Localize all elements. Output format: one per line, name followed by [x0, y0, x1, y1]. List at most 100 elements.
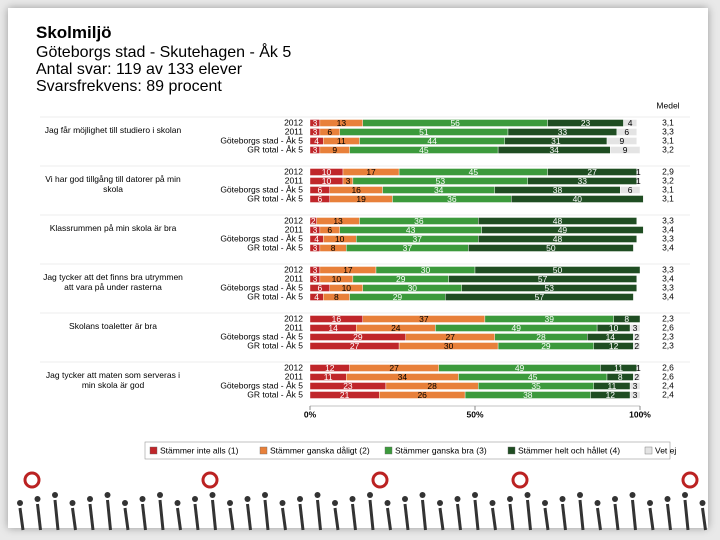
value-label: 3 — [313, 243, 318, 253]
bar-segment — [636, 177, 641, 185]
legend-swatch — [507, 446, 516, 455]
footer-head — [17, 500, 23, 506]
footer-head — [524, 492, 531, 498]
legend-label: Stämmer ganska dåligt (2) — [270, 445, 370, 455]
bar-segment — [468, 244, 634, 252]
footer-figure — [578, 499, 585, 531]
value-label: 51 — [419, 127, 429, 137]
mean-value: 3,3 — [662, 282, 674, 292]
value-label: 14 — [328, 323, 338, 333]
footer-head — [682, 492, 688, 498]
footer-target — [201, 471, 219, 489]
footer-head — [34, 496, 41, 502]
value-label: 21 — [340, 390, 350, 400]
value-label: 38 — [523, 390, 533, 400]
legend-swatch — [149, 446, 158, 455]
row-label: 2011 — [285, 126, 304, 136]
value-label: 9 — [332, 145, 337, 155]
value-label: 3 — [633, 390, 638, 400]
value-label: 14 — [606, 332, 616, 342]
footer-figure — [648, 507, 655, 531]
footer-head — [104, 492, 111, 498]
value-label: 3 — [313, 265, 318, 275]
value-label: 49 — [558, 225, 568, 235]
bar-segment — [461, 284, 637, 292]
mean-value: 2,9 — [662, 166, 674, 176]
value-label: 16 — [351, 185, 361, 195]
footer-head — [384, 500, 391, 506]
footer-head — [472, 492, 478, 498]
value-label: 12 — [606, 390, 616, 400]
value-label: 8 — [334, 292, 339, 302]
mean-value: 3,4 — [662, 242, 674, 252]
footer-head — [279, 500, 286, 506]
footer-figure — [613, 503, 620, 531]
mean-value: 3,3 — [662, 215, 674, 225]
value-label: 4 — [628, 118, 633, 128]
footer-head — [577, 492, 583, 498]
value-label: 6 — [327, 127, 332, 137]
value-label: 31 — [551, 136, 561, 146]
footer-head — [507, 496, 513, 502]
bar-segment — [623, 119, 637, 127]
row-label: 2012 — [284, 264, 303, 274]
value-label: 48 — [553, 234, 563, 244]
value-label: 49 — [512, 323, 522, 333]
row-label: 2011 — [285, 322, 304, 332]
value-label: 56 — [450, 118, 460, 128]
bar-segment — [481, 226, 644, 234]
value-label: 8 — [331, 243, 336, 253]
mean-value: 3,1 — [662, 193, 674, 203]
value-label: 6 — [318, 185, 323, 195]
footer-figure — [18, 507, 25, 531]
value-label: 6 — [327, 225, 332, 235]
row-label: GR total - Åk 5 — [247, 242, 303, 252]
row-label: 2012 — [284, 313, 303, 323]
value-label: 40 — [573, 194, 583, 204]
value-label: 53 — [545, 283, 555, 293]
value-label: 2 — [634, 341, 639, 351]
value-label: 11 — [337, 136, 346, 146]
value-label: 1 — [636, 363, 641, 373]
value-label: 29 — [353, 332, 363, 342]
value-label: 6 — [624, 127, 629, 137]
value-label: 27 — [350, 341, 360, 351]
footer-head — [174, 500, 181, 506]
value-label: 35 — [531, 381, 541, 391]
value-label: 3 — [313, 145, 318, 155]
value-label: 43 — [406, 225, 416, 235]
bar-segment — [616, 128, 637, 136]
footer-figure — [158, 499, 165, 531]
value-label: 26 — [417, 390, 427, 400]
footer-figure — [526, 499, 532, 531]
footer-head — [332, 500, 338, 506]
value-label: 1 — [636, 176, 641, 186]
footer-figure — [701, 507, 707, 531]
value-label: 4 — [314, 234, 319, 244]
mean-value: 2,4 — [662, 380, 674, 390]
footer-figure — [456, 503, 462, 531]
legend-label: Stämmer ganska bra (3) — [395, 445, 487, 455]
footer-head — [647, 500, 653, 506]
value-label: 49 — [515, 363, 525, 373]
footer-figure — [351, 503, 357, 531]
value-label: 30 — [408, 283, 418, 293]
row-label: Göteborgs stad - Åk 5 — [220, 184, 303, 194]
question-label: Vi har god tillgång till datorer på min … — [45, 174, 181, 194]
legend-label: Stämmer helt och hållet (4) — [518, 445, 620, 455]
legend-swatch — [644, 446, 653, 455]
value-label: 27 — [389, 363, 399, 373]
row-label: 2011 — [285, 371, 304, 381]
value-label: 38 — [553, 185, 563, 195]
footer-head — [419, 492, 426, 498]
value-label: 12 — [609, 341, 619, 351]
legend-label: Vet ej — [655, 445, 676, 455]
row-label: 2012 — [284, 166, 303, 176]
value-label: 45 — [528, 372, 538, 382]
footer-head — [192, 496, 198, 502]
footer-head — [227, 500, 233, 506]
footer-target — [23, 471, 41, 489]
value-label: 33 — [558, 127, 568, 137]
footer-head — [559, 496, 566, 502]
footer-figure — [36, 503, 42, 531]
